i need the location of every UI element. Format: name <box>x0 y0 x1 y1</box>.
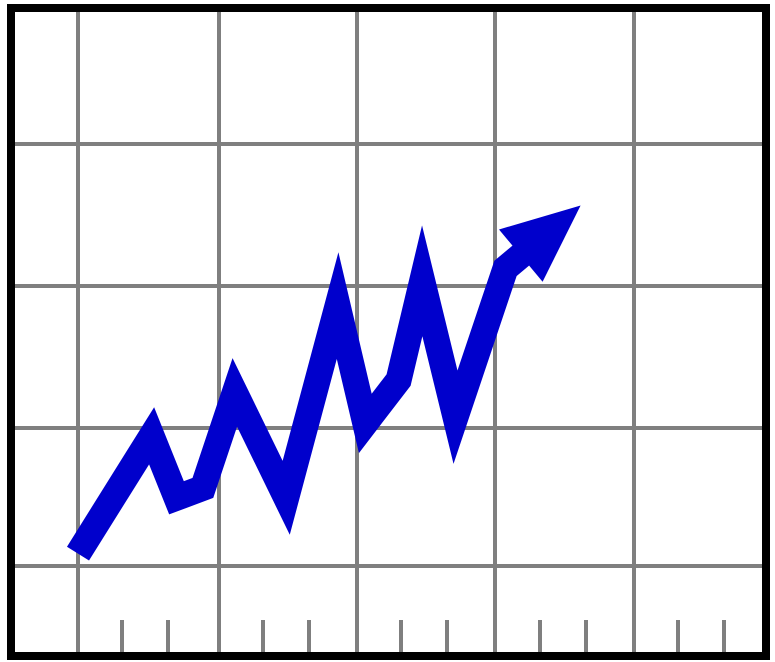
data-point-0-9 <box>422 280 423 281</box>
data-point-0-6 <box>337 305 338 306</box>
data-point-0-3 <box>202 487 203 488</box>
data-point-0-11 <box>505 268 506 269</box>
trend-arrow-head <box>499 205 581 282</box>
data-point-0-7 <box>365 423 366 424</box>
data-point-0-10 <box>455 417 456 418</box>
data-point-0-1 <box>151 435 152 436</box>
series-line-0 <box>66 221 559 561</box>
data-point-0-2 <box>176 497 177 498</box>
chart-frame <box>7 4 770 660</box>
data-point-0-5 <box>286 497 287 498</box>
data-point-0-4 <box>234 392 235 393</box>
data-point-0-8 <box>398 380 399 381</box>
data-point-0-0 <box>78 553 79 554</box>
